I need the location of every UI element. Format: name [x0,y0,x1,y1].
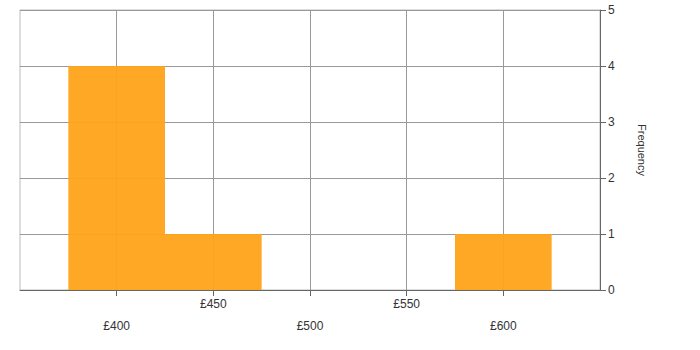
svg-text:£450: £450 [200,297,227,311]
svg-text:£550: £550 [393,297,420,311]
svg-text:5: 5 [608,3,615,17]
svg-text:1: 1 [608,227,615,241]
svg-text:3: 3 [608,115,615,129]
svg-text:£600: £600 [490,319,517,333]
svg-text:2: 2 [608,171,615,185]
svg-text:Frequency: Frequency [636,124,648,176]
svg-text:4: 4 [608,59,615,73]
svg-text:£400: £400 [103,319,130,333]
svg-text:0: 0 [608,283,615,297]
svg-text:£500: £500 [297,319,324,333]
